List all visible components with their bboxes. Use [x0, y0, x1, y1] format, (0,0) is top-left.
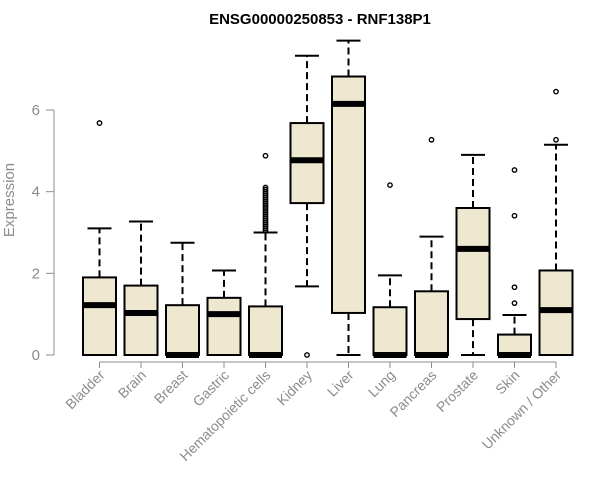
y-axis-label: Expression	[1, 163, 18, 237]
box-gastric	[206, 269, 242, 357]
outlier-point	[262, 184, 269, 191]
chart-title: ENSG00000250853 - RNF138P1	[209, 11, 431, 28]
iqr-box	[331, 75, 366, 314]
x-tick-label-liver: Liver	[324, 367, 357, 400]
outlier-point	[428, 136, 435, 143]
iqr-box	[165, 304, 200, 356]
box-hematopoietic-cells	[248, 152, 283, 358]
outlier-point	[511, 167, 518, 173]
boxes	[82, 39, 574, 358]
iqr-box	[455, 207, 491, 321]
iqr-box	[414, 290, 449, 356]
x-tick-label-prostate: Prostate	[433, 367, 481, 415]
x-tick-label-unknown-other: Unknown / Other	[479, 367, 565, 453]
outlier-point	[511, 212, 518, 219]
x-tick-label-bladder: Bladder	[62, 367, 108, 413]
iqr-box	[206, 296, 242, 357]
box-lung	[372, 182, 408, 358]
outlier-point	[96, 120, 103, 126]
box-bladder	[82, 120, 117, 356]
box-brain	[123, 220, 159, 357]
box-prostate	[455, 153, 491, 356]
box-breast	[165, 241, 200, 358]
x-tick-label-skin: Skin	[492, 367, 523, 398]
outlier-point	[262, 152, 269, 159]
x-tick-label-kidney: Kidney	[274, 367, 316, 409]
box-kidney	[289, 54, 325, 358]
iqr-box	[123, 284, 159, 357]
x-tick-label-lung: Lung	[365, 367, 398, 400]
outlier-point	[387, 182, 393, 189]
y-tick-label: 0	[32, 347, 40, 364]
iqr-box	[372, 306, 408, 357]
iqr-box	[82, 276, 117, 356]
outlier-point	[304, 352, 310, 358]
y-tick-label: 4	[32, 184, 40, 201]
outlier-point	[553, 88, 559, 95]
y-tick-label: 6	[32, 102, 40, 119]
outlier-point	[262, 186, 269, 193]
outlier-point	[511, 284, 518, 291]
y-tick-label: 2	[32, 265, 40, 282]
box-pancreas	[414, 136, 449, 358]
outlier-point	[511, 300, 518, 307]
x-tick-label-breast: Breast	[151, 367, 191, 407]
iqr-box	[497, 333, 532, 357]
iqr-box	[248, 305, 283, 356]
box-unknown-other	[538, 88, 574, 357]
box-liver	[331, 39, 366, 356]
box-skin	[497, 167, 532, 358]
outlier-point	[553, 136, 559, 143]
y-axis: 0 2 4 6	[32, 102, 55, 364]
x-tick-label-brain: Brain	[115, 367, 149, 401]
